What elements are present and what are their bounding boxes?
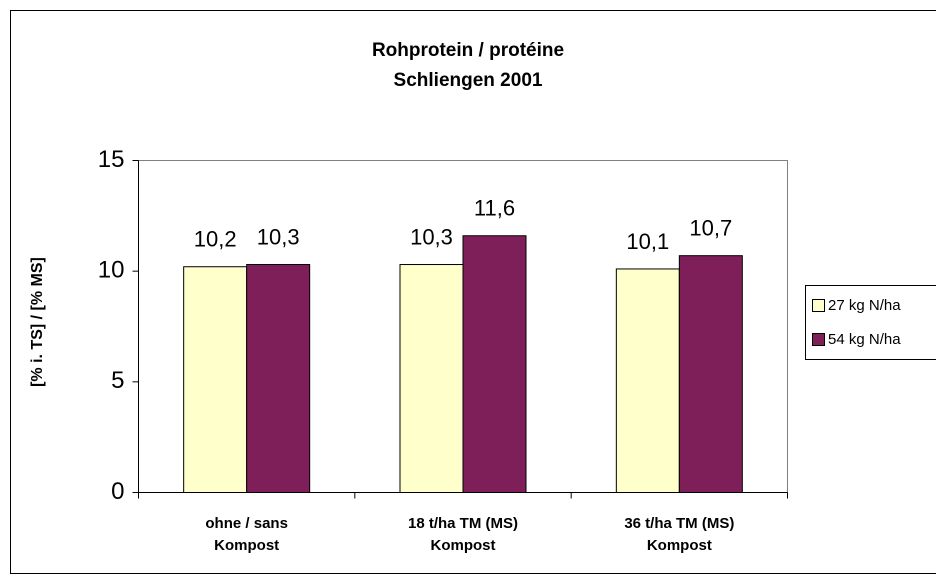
bar xyxy=(399,264,464,493)
value-label: 10,1 xyxy=(626,229,669,254)
bar xyxy=(462,235,527,493)
bar xyxy=(246,264,311,493)
bar xyxy=(678,255,743,493)
chart-border xyxy=(10,10,936,574)
y-tick-label: 5 xyxy=(111,367,124,394)
y-tick-label: 10 xyxy=(98,257,125,284)
x-tick-label: 36 t/ha TM (MS) Kompost xyxy=(624,514,735,554)
y-axis-label: [% i. TS] / [% MS] xyxy=(29,257,46,387)
value-label: 10,7 xyxy=(689,215,732,240)
legend-swatch xyxy=(812,333,825,346)
legend-label: 27 kg N/ha xyxy=(828,297,901,314)
x-tick-label: 18 t/ha TM (MS) Kompost xyxy=(407,514,518,554)
value-label: 10,2 xyxy=(194,227,237,252)
legend-swatch xyxy=(812,299,825,312)
value-label: 10,3 xyxy=(257,224,300,249)
bar xyxy=(615,268,680,493)
legend-label: 54 kg N/ha xyxy=(828,331,901,348)
y-tick-label: 0 xyxy=(111,478,124,505)
x-tick-label: ohne / sans Kompost xyxy=(205,514,288,554)
y-tick-label: 15 xyxy=(98,146,125,173)
value-label: 11,6 xyxy=(474,196,515,221)
bar xyxy=(183,266,248,493)
value-label: 10,3 xyxy=(410,224,453,249)
chart-title: Rohprotein / protéine Schliengen 2001 xyxy=(371,40,565,91)
legend-box xyxy=(805,285,936,360)
